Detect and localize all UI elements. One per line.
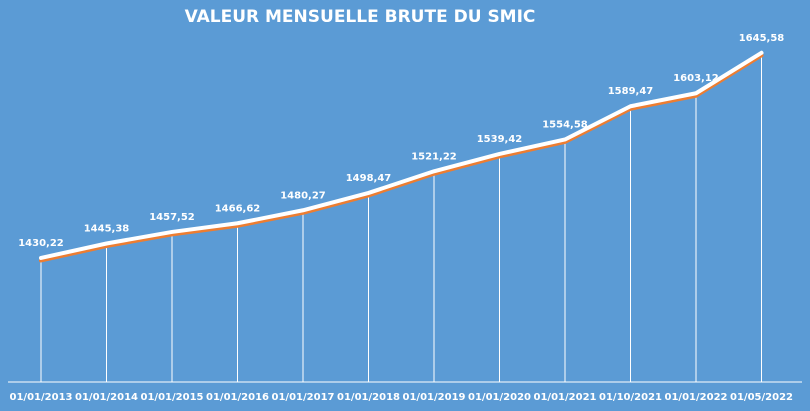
x-tick-label: 01/01/2014 — [75, 392, 138, 403]
data-label: 1589,47 — [608, 86, 654, 97]
data-label: 1539,42 — [477, 134, 523, 145]
data-label: 1430,22 — [18, 238, 64, 249]
x-tick-label: 01/01/2020 — [468, 392, 531, 403]
x-tick-label: 01/10/2021 — [599, 392, 662, 403]
x-tick-label: 01/01/2018 — [337, 392, 400, 403]
data-point — [432, 169, 436, 173]
data-label: 1445,38 — [84, 224, 130, 235]
data-label: 1645,58 — [739, 33, 785, 44]
data-point — [301, 208, 305, 212]
x-tick-label: 01/01/2021 — [534, 392, 597, 403]
data-point — [367, 191, 370, 195]
x-tick-labels: 01/01/2013 01/01/2014 01/01/2015 01/01/2016… — [10, 392, 794, 403]
data-point — [170, 230, 174, 234]
data-label: 1521,22 — [411, 151, 457, 162]
data-point — [563, 137, 567, 141]
data-label: 1457,52 — [149, 212, 195, 223]
series-line — [39, 50, 764, 260]
x-tick-label: 01/01/2019 — [403, 392, 466, 403]
data-label: 1466,62 — [215, 203, 261, 214]
x-tick-label: 01/01/2022 — [665, 392, 728, 403]
x-tick-label: 01/01/2013 — [10, 392, 73, 403]
data-point — [236, 221, 239, 225]
data-point — [629, 104, 632, 108]
data-label: 1480,27 — [280, 190, 326, 201]
x-tick-label: 01/01/2015 — [141, 392, 204, 403]
series-line-shadow — [39, 53, 764, 263]
data-point — [760, 51, 763, 55]
data-label: 1603,12 — [673, 73, 719, 84]
x-tick-label: 01/01/2016 — [206, 392, 269, 403]
data-label: 1498,47 — [346, 173, 392, 184]
data-point — [105, 242, 108, 246]
series — [39, 50, 764, 263]
data-point — [498, 152, 501, 156]
chart-title: VALEUR MENSUELLE BRUTE DU SMIC — [185, 7, 536, 27]
data-labels: 1430,22 1445,38 1457,52 1466,62 1480,27 1498,… — [18, 33, 784, 249]
data-label: 1554,58 — [542, 119, 588, 130]
x-tick-label: 01/01/2017 — [272, 392, 335, 403]
drop-lines — [40, 52, 762, 382]
x-tick-label: 01/05/2022 — [730, 392, 793, 403]
data-point — [39, 256, 43, 260]
data-point — [694, 91, 698, 95]
